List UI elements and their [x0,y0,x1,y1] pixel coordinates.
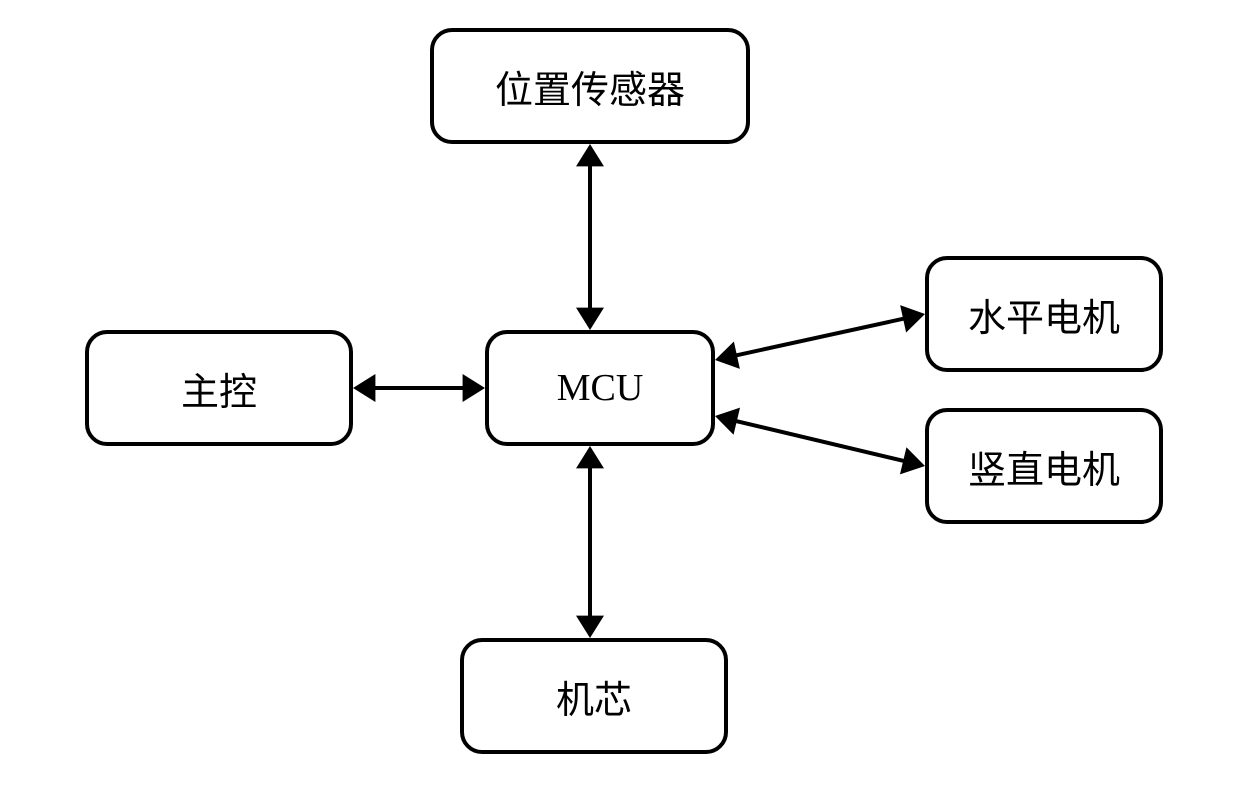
node-mcu: MCU [485,330,715,446]
node-label: 主控 [181,361,257,416]
node-label: 位置传感器 [495,59,685,114]
node-main-ctrl: 主控 [85,330,353,446]
node-label: 机芯 [556,669,632,724]
node-v-motor: 竖直电机 [925,408,1163,524]
node-label: 水平电机 [968,287,1120,342]
node-sensor: 位置传感器 [430,28,750,144]
node-h-motor: 水平电机 [925,256,1163,372]
node-label: MCU [557,366,644,410]
diagram-canvas: 位置传感器 主控 MCU 水平电机 竖直电机 机芯 [0,0,1240,787]
node-movement: 机芯 [460,638,728,754]
node-label: 竖直电机 [968,439,1120,494]
